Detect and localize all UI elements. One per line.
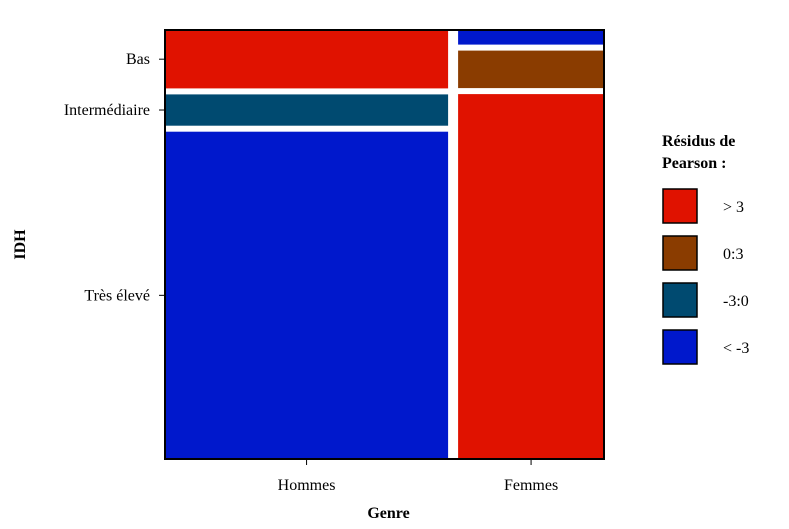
y-tick-label-bas: Bas [126, 51, 150, 68]
legend-title-line: Résidus de [662, 133, 735, 150]
legend-swatch [662, 282, 698, 318]
legend-swatch [662, 235, 698, 271]
legend: Résidus de Pearson : > 3 0:3 -3:0 < -3 [662, 133, 749, 365]
mosaic-cell-femmes-bas [458, 30, 604, 45]
legend-label: -3:0 [723, 293, 749, 310]
x-axis: Hommes Femmes [278, 459, 558, 494]
y-tick-label-interm-diaire: Intermédiaire [64, 102, 150, 119]
legend-label: < -3 [723, 340, 749, 357]
legend-swatch [662, 188, 698, 224]
legend-label: > 3 [723, 199, 744, 216]
y-tick-label-tr-s-lev-: Très élevé [84, 287, 150, 304]
mosaic-cell-femmes-interm-diaire [458, 50, 604, 89]
mosaic-cell-femmes-tr-s-lev- [458, 94, 604, 459]
y-axis: Bas Intermédiaire Très élevé [64, 51, 165, 304]
y-axis-title: IDH [12, 229, 29, 260]
mosaic-cell-hommes-bas [165, 30, 449, 89]
mosaic-cell-hommes-tr-s-lev- [165, 131, 449, 459]
x-axis-title: Genre [367, 505, 409, 522]
x-tick-label-femmes: Femmes [504, 477, 558, 494]
plot-frame [164, 29, 605, 460]
x-tick-label-hommes: Hommes [278, 477, 336, 494]
legend-title-line: Pearson : [662, 155, 726, 172]
legend-swatch [662, 329, 698, 365]
mosaic-cells [165, 30, 604, 459]
legend-label: 0:3 [723, 246, 743, 263]
mosaic-cell-hommes-interm-diaire [165, 94, 449, 126]
